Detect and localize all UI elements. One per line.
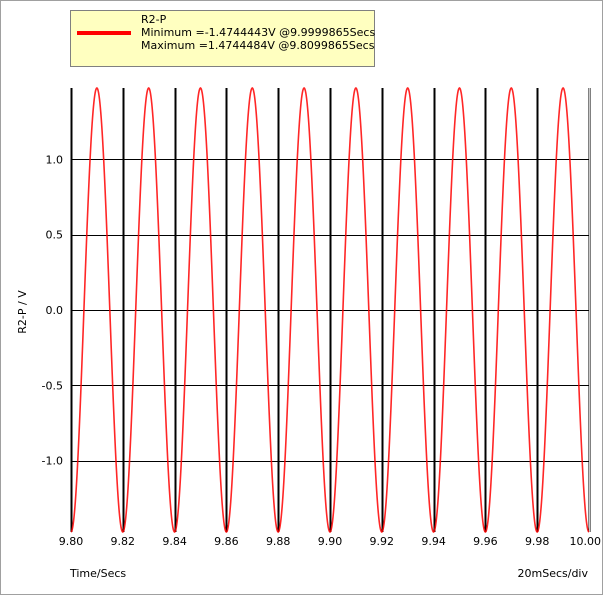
x-tick-label: 10.00 [570, 535, 602, 548]
x-tick-label: 9.82 [111, 535, 136, 548]
x-tick-label: 9.84 [162, 535, 187, 548]
y-tick-label: 0.0 [46, 304, 64, 317]
x-tick-label: 9.80 [59, 535, 84, 548]
y-tick-labels: 1.0 0.5 0.0 -0.5 -1.0 [42, 153, 63, 467]
x-tick-label: 9.94 [421, 535, 446, 548]
legend-minimum: Minimum =-1.4744443V @9.9999865Secs [141, 26, 376, 39]
y-tick-label: -0.5 [42, 379, 63, 392]
legend-series-name: R2-P [141, 13, 167, 26]
x-tick-labels: 9.80 9.82 9.84 9.86 9.88 9.90 9.92 9.94 9.96 9.98… [59, 535, 601, 548]
x-axis-label: Time/Secs [69, 567, 126, 580]
legend-box: R2-P Minimum =-1.4744443V @9.9999865Secs… [70, 10, 375, 67]
legend-maximum: Maximum =1.4744484V @9.8099865Secs [141, 39, 375, 52]
y-tick-label: 1.0 [46, 153, 64, 166]
x-scale-label: 20mSecs/div [518, 567, 589, 580]
x-tick-label: 9.98 [525, 535, 550, 548]
y-tick-label: 0.5 [46, 229, 64, 242]
legend-swatch [77, 31, 131, 35]
series-line-0 [70, 87, 590, 533]
x-tick-label: 9.90 [318, 535, 343, 548]
x-tick-label: 9.92 [370, 535, 395, 548]
y-tick-label: -1.0 [42, 455, 63, 468]
y-axis-label: R2-P / V [16, 290, 29, 334]
x-tick-label: 9.88 [266, 535, 291, 548]
x-tick-label: 9.96 [473, 535, 498, 548]
x-tick-label: 9.86 [214, 535, 239, 548]
curve-layer [70, 87, 590, 533]
grid [70, 88, 591, 532]
